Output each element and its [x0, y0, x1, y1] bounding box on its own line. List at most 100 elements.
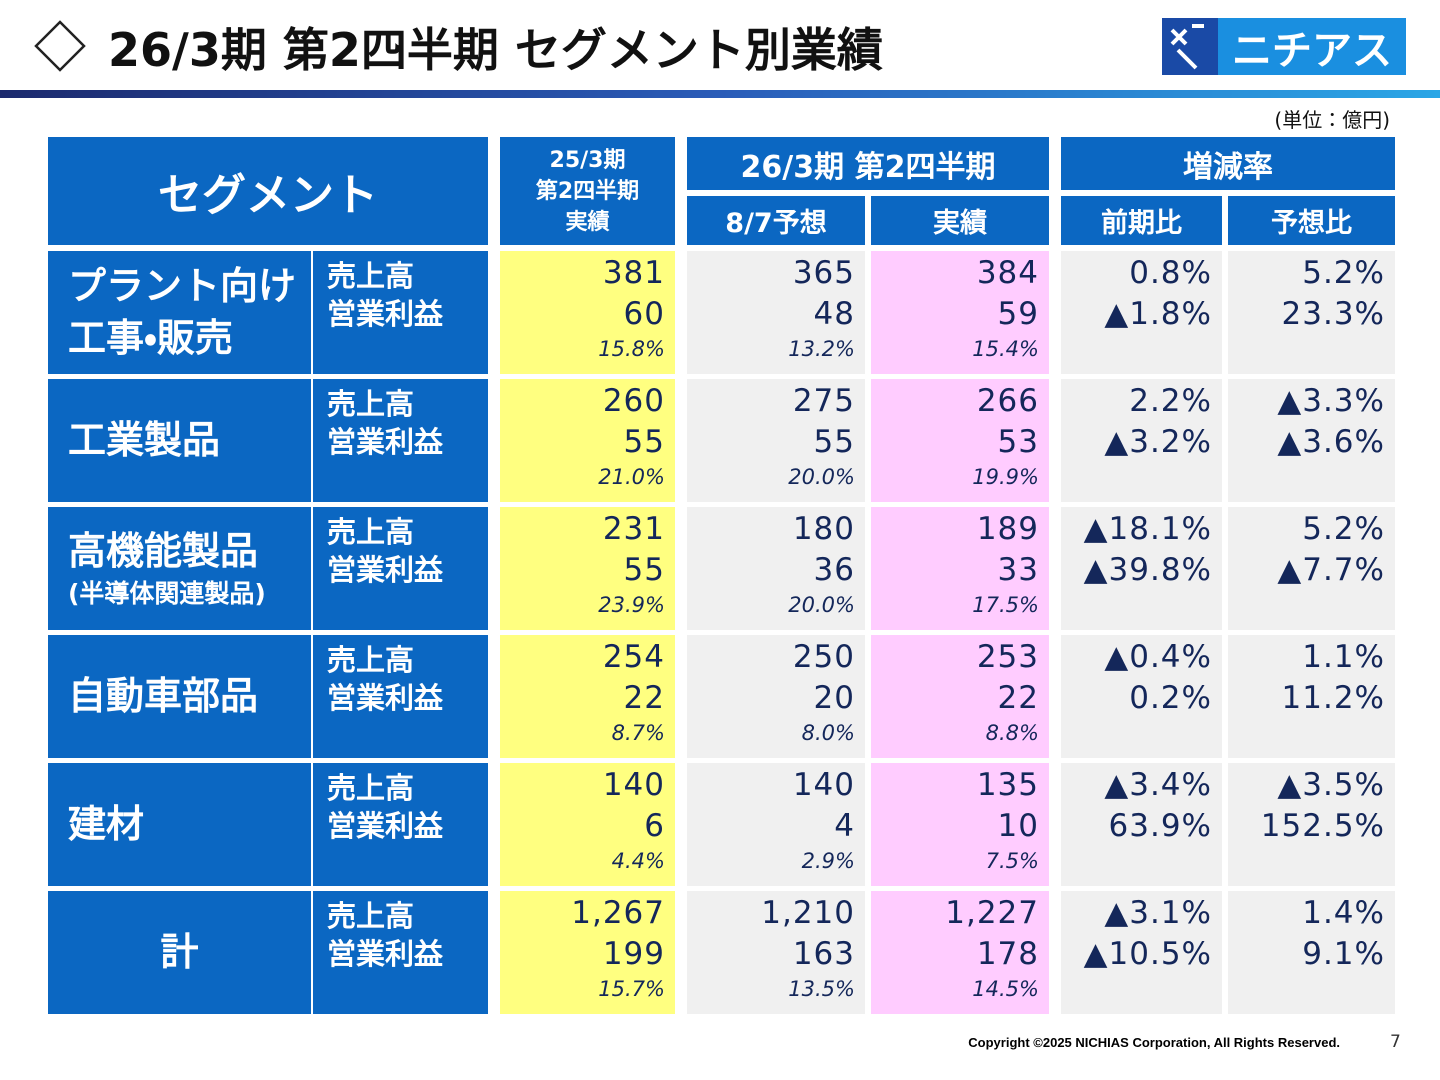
- metric-cell: 売上高 営業利益: [313, 251, 488, 374]
- segment-name: 高機能製品: [68, 528, 259, 573]
- value: 152.5%: [1260, 808, 1385, 844]
- forecast-cell: 365 48 13.2%: [687, 251, 865, 374]
- prev-cell: 231 55 23.9%: [500, 507, 675, 630]
- segment-name: 自動車部品: [68, 673, 259, 718]
- value: ▲3.6%: [1277, 424, 1385, 460]
- value: 20: [813, 680, 855, 716]
- value: 0.2%: [1129, 680, 1212, 716]
- header-graphics: [0, 18, 1440, 98]
- metric-label: 売上高: [327, 259, 415, 293]
- value: 36: [813, 552, 855, 588]
- value: 63.9%: [1108, 808, 1212, 844]
- value: ▲39.8%: [1083, 552, 1212, 588]
- margin-value: 8.8%: [985, 721, 1039, 745]
- value: 22: [997, 680, 1039, 716]
- segment-name: 計: [160, 929, 199, 974]
- vs_forecast-cell: 1.1% 11.2%: [1228, 635, 1395, 758]
- margin-value: 17.5%: [972, 593, 1039, 617]
- value: 275: [792, 383, 855, 419]
- value: ▲3.1%: [1104, 895, 1212, 931]
- value: 9.1%: [1302, 936, 1385, 972]
- value: ▲3.5%: [1277, 767, 1385, 803]
- header-rule: [0, 90, 1440, 98]
- value: ▲10.5%: [1083, 936, 1212, 972]
- margin-value: 14.5%: [972, 977, 1039, 1001]
- value: 140: [602, 767, 665, 803]
- margin-value: 13.2%: [788, 337, 855, 361]
- vs_prev-cell: 0.8% ▲1.8%: [1061, 251, 1222, 374]
- value: 23.3%: [1281, 296, 1385, 332]
- value: 1,227: [945, 895, 1039, 931]
- logo-mark: [1162, 18, 1218, 75]
- vs_prev-cell: ▲0.4% 0.2%: [1061, 635, 1222, 758]
- segment-name: 工事・販売: [68, 315, 233, 360]
- unit: (単位：億円): [1274, 108, 1390, 132]
- margin-value: 4.4%: [611, 849, 665, 873]
- actual-cell: 253 22 8.8%: [871, 635, 1049, 758]
- header-vs-forecast: 予想比: [1228, 196, 1395, 245]
- value: 253: [976, 639, 1039, 675]
- segment-cell: 自動車部品: [48, 635, 311, 758]
- metric-label: 営業利益: [327, 809, 444, 843]
- value: ▲3.3%: [1277, 383, 1385, 419]
- vs_prev-cell: 2.2% ▲3.2%: [1061, 379, 1222, 502]
- forecast-cell: 1,210 163 13.5%: [687, 891, 865, 1014]
- vs_prev-cell: ▲3.1% ▲10.5%: [1061, 891, 1222, 1014]
- value: 5.2%: [1302, 511, 1385, 547]
- header-prev-line: 実績: [565, 209, 610, 235]
- segment-cell: 計: [48, 891, 311, 1014]
- margin-value: 15.8%: [598, 337, 665, 361]
- value: 2.2%: [1129, 383, 1212, 419]
- prev-cell: 254 22 8.7%: [500, 635, 675, 758]
- value: 381: [602, 255, 665, 291]
- value: 365: [792, 255, 855, 291]
- vs_forecast-cell: ▲3.3% ▲3.6%: [1228, 379, 1395, 502]
- value: ▲18.1%: [1083, 511, 1212, 547]
- metric-label: 営業利益: [327, 681, 444, 715]
- vs_forecast-cell: 1.4% 9.1%: [1228, 891, 1395, 1014]
- page-number: 7: [1390, 1032, 1401, 1052]
- value: 1.4%: [1302, 895, 1385, 931]
- margin-value: 20.0%: [788, 593, 855, 617]
- value: 4: [834, 808, 855, 844]
- value: 266: [976, 383, 1039, 419]
- value: 231: [602, 511, 665, 547]
- value: ▲3.2%: [1104, 424, 1212, 460]
- forecast-cell: 180 36 20.0%: [687, 507, 865, 630]
- metric-cell: 売上高 営業利益: [313, 763, 488, 886]
- segment-cell: 工業製品: [48, 379, 311, 502]
- margin-value: 21.0%: [598, 465, 665, 489]
- metric-label: 営業利益: [327, 297, 444, 331]
- logo-icon: [1170, 24, 1204, 70]
- segment-name: (半導体関連製品): [68, 579, 266, 609]
- segment-cell: 建材: [48, 763, 311, 886]
- metric-label: 売上高: [327, 515, 415, 549]
- metric-label: 売上高: [327, 387, 415, 421]
- value: 199: [602, 936, 665, 972]
- header-forecast: 8/7予想: [687, 196, 865, 245]
- logo-text: ニチアス: [1232, 27, 1392, 74]
- vs_forecast-cell: ▲3.5% 152.5%: [1228, 763, 1395, 886]
- margin-value: 15.7%: [598, 977, 665, 1001]
- margin-value: 19.9%: [972, 465, 1039, 489]
- vs_prev-cell: ▲3.4% 63.9%: [1061, 763, 1222, 886]
- margin-value: 8.0%: [801, 721, 855, 745]
- value: 53: [997, 424, 1039, 460]
- value: 55: [623, 552, 665, 588]
- vs_prev-cell: ▲18.1% ▲39.8%: [1061, 507, 1222, 630]
- value: 1.1%: [1302, 639, 1385, 675]
- value: 59: [997, 296, 1039, 332]
- copyright: Copyright ©2025 NICHIAS Corporation, All…: [968, 1035, 1340, 1050]
- margin-value: 15.4%: [972, 337, 1039, 361]
- prev-cell: 1,267 199 15.7%: [500, 891, 675, 1014]
- value: 6: [644, 808, 665, 844]
- value: ▲7.7%: [1277, 552, 1385, 588]
- metric-label: 売上高: [327, 771, 415, 805]
- value: 384: [976, 255, 1039, 291]
- value: 135: [976, 767, 1039, 803]
- title: 26/3期 第2四半期 セグメント別業績: [108, 23, 883, 77]
- diamond-icon: [34, 20, 86, 72]
- header-vs-prev: 前期比: [1061, 196, 1222, 245]
- header-current: 26/3期 第2四半期: [687, 137, 1049, 190]
